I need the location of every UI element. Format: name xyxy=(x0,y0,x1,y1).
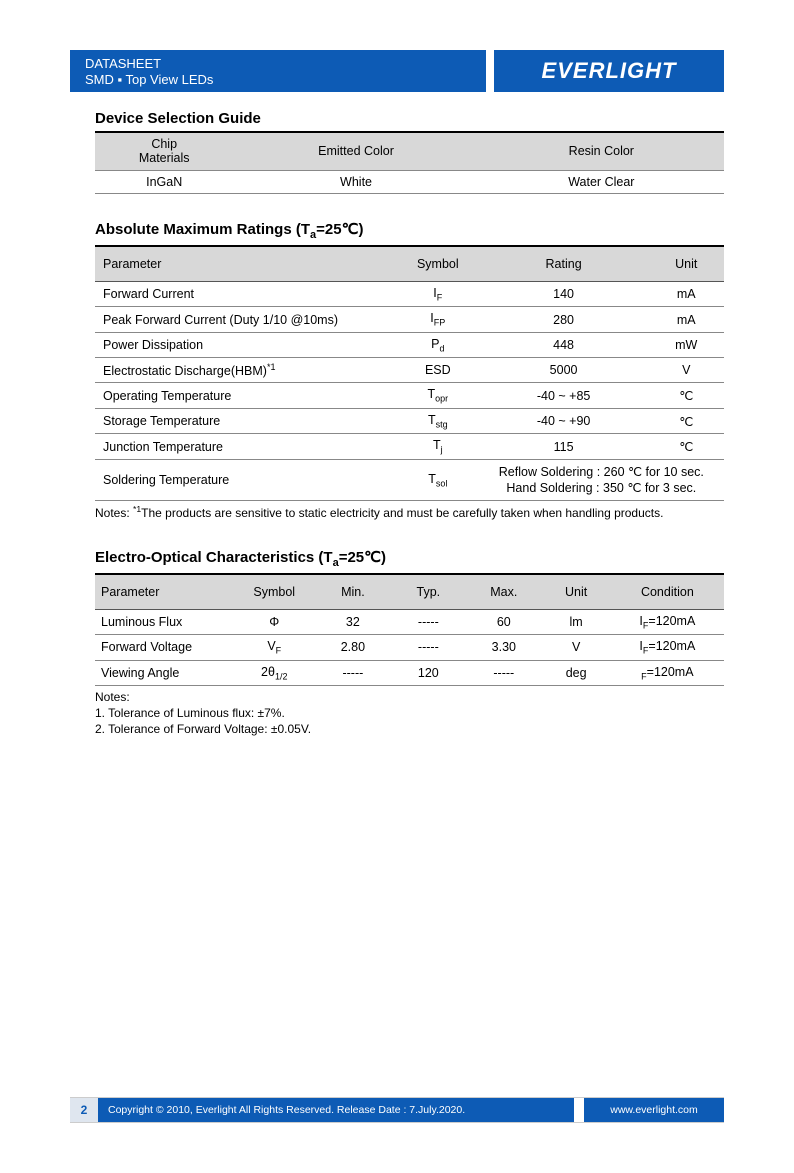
section3-notes: Notes: 1. Tolerance of Luminous flux: ±7… xyxy=(95,689,724,738)
cell-parameter: Electrostatic Discharge(HBM)*1 xyxy=(95,358,397,383)
cell-unit: ℃ xyxy=(649,408,725,434)
header-line2: SMD ▪ Top View LEDs xyxy=(85,72,471,88)
cell-rating: Reflow Soldering : 260 ℃ for 10 sec.Hand… xyxy=(479,459,724,501)
cell-unit: lm xyxy=(542,609,611,635)
col-parameter: Parameter xyxy=(95,574,233,610)
section2-title: Absolute Maximum Ratings (Ta=25℃) xyxy=(95,220,724,241)
cell-symbol: IFP xyxy=(397,307,479,333)
cell-max: 60 xyxy=(466,609,541,635)
col-symbol: Symbol xyxy=(397,246,479,282)
table-row: Forward VoltageVF2.80-----3.30VIF=120mA xyxy=(95,635,724,661)
col-resin: Resin Color xyxy=(479,132,724,170)
cell-emitted: White xyxy=(233,170,478,193)
cell-rating: 140 xyxy=(479,281,649,307)
cell-symbol: Tsol xyxy=(397,459,479,501)
page-footer: 2 Copyright © 2010, Everlight All Rights… xyxy=(70,1097,724,1123)
cell-parameter: Storage Temperature xyxy=(95,408,397,434)
cell-condition: IF=120mA xyxy=(611,635,724,661)
cell-rating: -40 ~ +85 xyxy=(479,383,649,409)
section3-title: Electro-Optical Characteristics (Ta=25℃) xyxy=(95,548,724,569)
section1-title: Device Selection Guide xyxy=(95,110,724,127)
cell-unit: V xyxy=(542,635,611,661)
cell-unit: deg xyxy=(542,660,611,686)
cell-symbol: Tstg xyxy=(397,408,479,434)
page-header: DATASHEET SMD ▪ Top View LEDs EVERLIGHT xyxy=(70,50,724,92)
cell-symbol: Tj xyxy=(397,434,479,460)
cell-rating: 280 xyxy=(479,307,649,333)
cell-condition: IF=120mA xyxy=(611,609,724,635)
cell-unit: V xyxy=(649,358,725,383)
table-row: Soldering TemperatureTsolReflow Solderin… xyxy=(95,459,724,501)
header-line1: DATASHEET xyxy=(85,56,471,72)
page-number: 2 xyxy=(70,1098,98,1122)
cell-parameter: Junction Temperature xyxy=(95,434,397,460)
cell-min: 32 xyxy=(315,609,390,635)
cell-condition: F=120mA xyxy=(611,660,724,686)
footer-url: www.everlight.com xyxy=(584,1098,724,1122)
col-condition: Condition xyxy=(611,574,724,610)
cell-parameter: Peak Forward Current (Duty 1/10 @10ms) xyxy=(95,307,397,333)
cell-chip: InGaN xyxy=(95,170,233,193)
cell-rating: 5000 xyxy=(479,358,649,383)
max-ratings-table: Parameter Symbol Rating Unit Forward Cur… xyxy=(95,245,724,502)
cell-parameter: Power Dissipation xyxy=(95,332,397,358)
cell-parameter: Luminous Flux xyxy=(95,609,233,635)
cell-typ: ----- xyxy=(391,609,466,635)
page-content: Device Selection Guide ChipMaterials Emi… xyxy=(0,92,794,738)
cell-typ: 120 xyxy=(391,660,466,686)
table-row: Luminous FluxΦ32-----60lmIF=120mA xyxy=(95,609,724,635)
col-unit: Unit xyxy=(542,574,611,610)
cell-unit: mA xyxy=(649,307,725,333)
table-row: Forward CurrentIF140mA xyxy=(95,281,724,307)
col-emitted: Emitted Color xyxy=(233,132,478,170)
table-row: InGaN White Water Clear xyxy=(95,170,724,193)
cell-parameter: Operating Temperature xyxy=(95,383,397,409)
cell-min: ----- xyxy=(315,660,390,686)
cell-parameter: Forward Current xyxy=(95,281,397,307)
cell-rating: -40 ~ +90 xyxy=(479,408,649,434)
cell-rating: 115 xyxy=(479,434,649,460)
col-min: Min. xyxy=(315,574,390,610)
cell-symbol: IF xyxy=(397,281,479,307)
cell-symbol: Φ xyxy=(233,609,315,635)
cell-symbol: VF xyxy=(233,635,315,661)
cell-symbol: 2θ1/2 xyxy=(233,660,315,686)
cell-min: 2.80 xyxy=(315,635,390,661)
cell-resin: Water Clear xyxy=(479,170,724,193)
table-row: Viewing Angle2θ1/2-----120-----degF=120m… xyxy=(95,660,724,686)
table-row: Electrostatic Discharge(HBM)*1ESD5000V xyxy=(95,358,724,383)
cell-typ: ----- xyxy=(391,635,466,661)
cell-parameter: Soldering Temperature xyxy=(95,459,397,501)
col-chip: ChipMaterials xyxy=(95,132,233,170)
col-symbol: Symbol xyxy=(233,574,315,610)
cell-unit: mW xyxy=(649,332,725,358)
copyright-text: Copyright © 2010, Everlight All Rights R… xyxy=(98,1098,574,1122)
electro-optical-table: Parameter Symbol Min. Typ. Max. Unit Con… xyxy=(95,573,724,687)
cell-symbol: Topr xyxy=(397,383,479,409)
section2-notes: Notes: *1The products are sensitive to s… xyxy=(95,504,724,521)
table-row: Storage TemperatureTstg-40 ~ +90℃ xyxy=(95,408,724,434)
cell-parameter: Viewing Angle xyxy=(95,660,233,686)
col-rating: Rating xyxy=(479,246,649,282)
table-row: Power DissipationPd448mW xyxy=(95,332,724,358)
table-row: Operating TemperatureTopr-40 ~ +85℃ xyxy=(95,383,724,409)
cell-symbol: ESD xyxy=(397,358,479,383)
brand-logo: EVERLIGHT xyxy=(494,50,724,92)
device-selection-table: ChipMaterials Emitted Color Resin Color … xyxy=(95,131,724,194)
cell-unit: mA xyxy=(649,281,725,307)
col-max: Max. xyxy=(466,574,541,610)
cell-parameter: Forward Voltage xyxy=(95,635,233,661)
table-row: Peak Forward Current (Duty 1/10 @10ms)IF… xyxy=(95,307,724,333)
table-row: Junction TemperatureTj115℃ xyxy=(95,434,724,460)
cell-rating: 448 xyxy=(479,332,649,358)
cell-max: 3.30 xyxy=(466,635,541,661)
col-typ: Typ. xyxy=(391,574,466,610)
cell-unit: ℃ xyxy=(649,383,725,409)
cell-symbol: Pd xyxy=(397,332,479,358)
cell-max: ----- xyxy=(466,660,541,686)
cell-unit: ℃ xyxy=(649,434,725,460)
col-unit: Unit xyxy=(649,246,725,282)
col-parameter: Parameter xyxy=(95,246,397,282)
header-title-block: DATASHEET SMD ▪ Top View LEDs xyxy=(70,50,486,92)
